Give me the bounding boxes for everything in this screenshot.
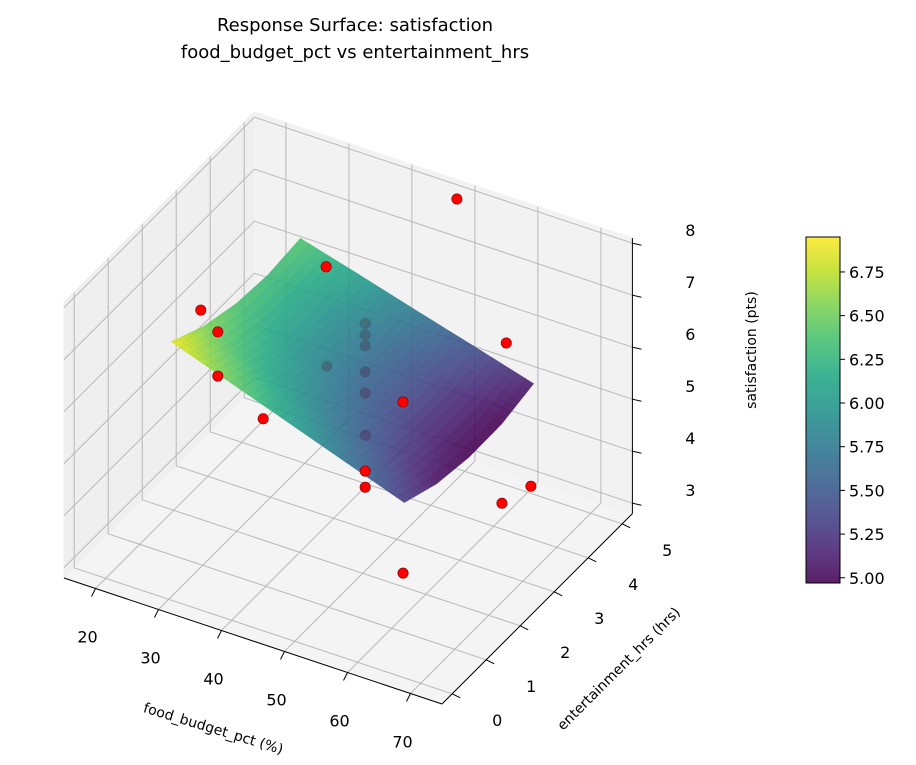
data-point xyxy=(212,326,224,338)
z-tick-label: 8 xyxy=(685,221,695,240)
gridline-x-floor xyxy=(284,460,476,652)
gridline-x-floor xyxy=(158,418,350,610)
x-tick-mark xyxy=(217,630,222,639)
colorbar-tick-label: 5.00 xyxy=(849,569,885,588)
x-tick-label: 40 xyxy=(203,670,223,689)
z-tick-label: 3 xyxy=(685,481,695,500)
x-tick-mark xyxy=(154,609,159,618)
x-tick-mark xyxy=(91,588,96,597)
x-tick-label: 30 xyxy=(140,649,160,668)
z-tick-label: 5 xyxy=(685,377,695,396)
colorbar-tick-label: 6.75 xyxy=(849,263,885,282)
gridline-z-left xyxy=(63,168,255,360)
data-point xyxy=(320,261,332,273)
x-tick-label: 20 xyxy=(77,628,97,647)
gridline-z-back xyxy=(254,220,633,348)
gridline-z-back xyxy=(254,116,633,244)
colorbar-tick-label: 5.25 xyxy=(849,525,885,544)
x-tick-mark xyxy=(280,651,285,660)
gridline-x-floor xyxy=(95,397,287,589)
x-tick-label: 50 xyxy=(266,691,286,710)
y-axis-label: entertainment_hrs (hrs) xyxy=(554,604,683,733)
data-point xyxy=(359,465,371,477)
gridline-y-floor xyxy=(74,567,453,695)
y-tick-label: 1 xyxy=(526,677,536,696)
colorbar-gradient xyxy=(806,237,840,583)
y-tick-label: 4 xyxy=(628,575,638,594)
colorbar-tick-label: 5.75 xyxy=(849,438,885,457)
data-point xyxy=(500,337,512,349)
chart-title-line-2: food_budget_pct vs entertainment_hrs xyxy=(181,42,529,63)
z-tick-mark xyxy=(632,346,642,350)
gridline-z-left xyxy=(63,220,255,412)
y-axis-line xyxy=(441,513,633,705)
gridline-y-floor xyxy=(108,533,487,661)
colorbar-tick-label: 6.00 xyxy=(849,394,885,413)
gridline-z-left xyxy=(63,272,255,464)
colorbar-frame xyxy=(805,236,841,584)
data-point xyxy=(451,193,463,205)
data-point xyxy=(496,497,508,509)
z-tick-label: 4 xyxy=(685,429,695,448)
x-tick-mark xyxy=(343,672,348,681)
gridline-x-floor xyxy=(347,481,539,673)
x-tick-label: 60 xyxy=(329,712,349,731)
z-tick-label: 7 xyxy=(685,273,695,292)
z-axis-label: satisfaction (pts) xyxy=(744,291,760,409)
gridline-z-back xyxy=(254,168,633,296)
gridline-y-floor xyxy=(142,499,521,627)
gridline-z-left xyxy=(63,116,255,308)
colorbar-tick-label: 6.25 xyxy=(849,350,885,369)
colorbar: 5.00 5.25 5.50 5.75 6.00 6.25 6.50 6.75 xyxy=(805,236,885,588)
y-tick-mark xyxy=(621,523,631,529)
scatter-points xyxy=(195,193,537,579)
y-tick-mark xyxy=(451,693,461,699)
y-tick-mark xyxy=(587,557,597,563)
y-tick-label: 5 xyxy=(662,541,672,560)
data-point xyxy=(212,370,224,382)
x-tick-mark xyxy=(406,693,411,702)
gridline-y-floor xyxy=(176,465,555,593)
gridline-x-floor xyxy=(410,502,602,694)
gridline-z-left xyxy=(63,376,255,568)
z-tick-mark xyxy=(632,450,642,454)
colorbar-tick-label: 6.50 xyxy=(849,307,885,326)
y-tick-label: 0 xyxy=(492,711,502,730)
y-tick-label: 2 xyxy=(560,643,570,662)
data-point xyxy=(257,413,269,425)
x-tick-label: 70 xyxy=(392,733,412,752)
data-point xyxy=(525,480,537,492)
z-tick-mark xyxy=(632,242,642,246)
x-axis-label: food_budget_pct (%) xyxy=(141,700,285,758)
data-point xyxy=(359,481,371,493)
z-tick-mark xyxy=(632,294,642,298)
chart-title-line-1: Response Surface: satisfaction xyxy=(217,15,493,36)
z-tick-label: 6 xyxy=(685,325,695,344)
data-point xyxy=(397,567,409,579)
z-tick-mark xyxy=(632,502,642,506)
y-tick-mark xyxy=(553,591,563,597)
data-point xyxy=(397,396,409,408)
colorbar-tick-label: 5.50 xyxy=(849,481,885,500)
y-tick-mark xyxy=(485,659,495,665)
z-tick-mark xyxy=(632,398,642,402)
data-point xyxy=(195,304,207,316)
axes: 20 30 40 50 60 70 0 1 2 3 4 5 3 4 5 6 7 8 xyxy=(63,221,695,752)
x-axis-line xyxy=(63,577,443,705)
y-tick-mark xyxy=(519,625,529,631)
y-tick-label: 3 xyxy=(594,609,604,628)
surface-patch xyxy=(395,493,410,503)
